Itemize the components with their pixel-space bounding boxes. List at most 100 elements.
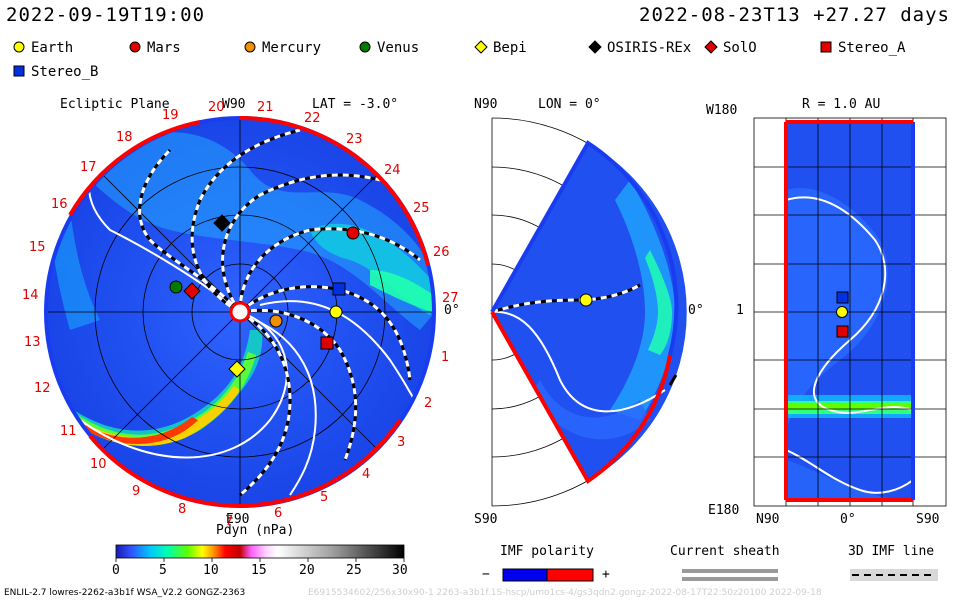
rot-num: 12 (34, 381, 51, 396)
legend-label-bepi: Bepi (493, 40, 527, 56)
legend-marker-osiris (588, 40, 602, 54)
legend-label-mars: Mars (147, 40, 181, 56)
rot-num: 4 (362, 467, 370, 482)
rot-num: 13 (24, 335, 41, 350)
legend-marker-stereo-a (820, 41, 832, 53)
radial-stereo-a-marker (836, 325, 849, 338)
rot-num: 10 (90, 457, 107, 472)
radial-earth-marker (836, 306, 848, 318)
radial-plot (753, 117, 947, 507)
rot-num: 2 (424, 396, 432, 411)
rot-num: 15 (29, 240, 46, 255)
legend-marker-venus (359, 41, 371, 53)
ecliptic-bodies (169, 214, 360, 378)
radial-title: R = 1.0 AU (802, 97, 881, 112)
colorbar-tick-10: 10 (203, 563, 219, 578)
earth-marker (329, 305, 343, 319)
rot-num: 23 (346, 132, 363, 147)
rot-num: 22 (304, 111, 321, 126)
rot-num: 20 (208, 100, 225, 115)
rot-num: 18 (116, 130, 133, 145)
colorbar-tick-0: 0 (112, 563, 120, 578)
current-sheath-label: Current sheath (670, 544, 780, 559)
imf-polarity-bar (502, 568, 594, 582)
legend-label-venus: Venus (377, 40, 420, 56)
rot-num: 8 (178, 502, 186, 517)
legend-label-stereo-a: Stereo_A (838, 40, 906, 56)
solo-marker (183, 282, 201, 300)
meridional-lon-label: LON = 0° (538, 97, 601, 112)
ecliptic-bottom-label: E90 (226, 512, 250, 527)
colorbar-tick-20: 20 (299, 563, 315, 578)
legend-marker-stereo-b (13, 65, 25, 77)
osiris-rex-marker (213, 214, 231, 232)
rot-num: 7 (225, 514, 233, 529)
legend-marker-mars (129, 41, 141, 53)
colorbar-tick-25: 25 (346, 563, 362, 578)
stereo-b-marker (332, 282, 346, 296)
imf-line-label: 3D IMF line (848, 544, 935, 559)
imf-plus: + (602, 567, 610, 582)
meridional-earth-marker (579, 293, 593, 307)
time-right: 2022-08-23T13 +27.27 days (639, 4, 950, 26)
rot-num: 19 (162, 108, 179, 123)
meridional-bottom-label: S90 (474, 512, 498, 527)
imf-line-sample (850, 569, 938, 581)
rot-num: 27 (442, 291, 459, 306)
radial-mid-label: 1 (736, 303, 744, 318)
legend-label-earth: Earth (31, 40, 74, 56)
footer-ghost: E6915534602/256x30x90-1 2263-a3b1f.1S-hs… (308, 588, 822, 598)
mars-marker (346, 226, 360, 240)
legend-label-stereo-b: Stereo_B (31, 64, 99, 80)
legend-markers (13, 40, 832, 77)
footer-text: ENLIL-2.7 lowres-2262-a3b1f WSA_V2.2 GON… (4, 588, 246, 598)
time-left: 2022-09-19T19:00 (6, 4, 206, 26)
legend-label-mercury: Mercury (262, 40, 322, 56)
bepi-marker (228, 360, 246, 378)
legend-marker-solo (704, 40, 718, 54)
radial-x-label-s90: S90 (916, 512, 940, 527)
imf-label: IMF polarity (500, 544, 594, 559)
colorbar-tick-5: 5 (159, 563, 167, 578)
legend-label-osiris: OSIRIS-REx (607, 40, 692, 56)
ecliptic-plot (44, 116, 436, 508)
legend-marker-bepi (474, 40, 488, 54)
radial-top-label: W180 (706, 103, 738, 118)
rot-num: 25 (413, 201, 430, 216)
mercury-marker (269, 314, 283, 328)
rot-num: 16 (51, 197, 68, 212)
rot-num: 6 (274, 506, 282, 521)
imf-minus: − (482, 567, 490, 582)
ecliptic-top-label: W90 (222, 97, 246, 112)
venus-marker (169, 280, 183, 294)
radial-stereo-b-marker (836, 291, 849, 304)
legend-marker-earth (13, 41, 25, 53)
radial-x-label-n90: N90 (756, 512, 780, 527)
colorbar-tick-30: 30 (392, 563, 408, 578)
rot-num: 17 (80, 160, 97, 175)
ecliptic-lat-label: LAT = -3.0° (312, 97, 399, 112)
rot-num: 1 (441, 350, 449, 365)
current-sheath-sample (682, 569, 778, 581)
radial-bottom-label: E180 (708, 503, 740, 518)
rot-num: 24 (384, 163, 401, 178)
colorbar-label: Pdyn (nPa) (216, 523, 295, 538)
ecliptic-title: Ecliptic Plane (60, 97, 170, 112)
colorbar (115, 544, 405, 562)
rot-num: 11 (60, 424, 77, 439)
rot-num: 3 (397, 435, 405, 450)
rot-num: 26 (433, 245, 450, 260)
sun-marker (229, 301, 251, 323)
ecliptic-right-label: 0° (444, 303, 460, 318)
stereo-a-marker (320, 336, 334, 350)
legend-marker-mercury (244, 41, 256, 53)
radial-x-label-0: 0° (840, 512, 856, 527)
rot-num: 9 (132, 484, 140, 499)
rot-num: 5 (320, 490, 328, 505)
meridional-top-label: N90 (474, 97, 498, 112)
rot-num: 21 (257, 100, 274, 115)
meridional-plot (490, 117, 687, 507)
meridional-right-label: 0° (688, 303, 704, 318)
colorbar-tick-15: 15 (251, 563, 267, 578)
